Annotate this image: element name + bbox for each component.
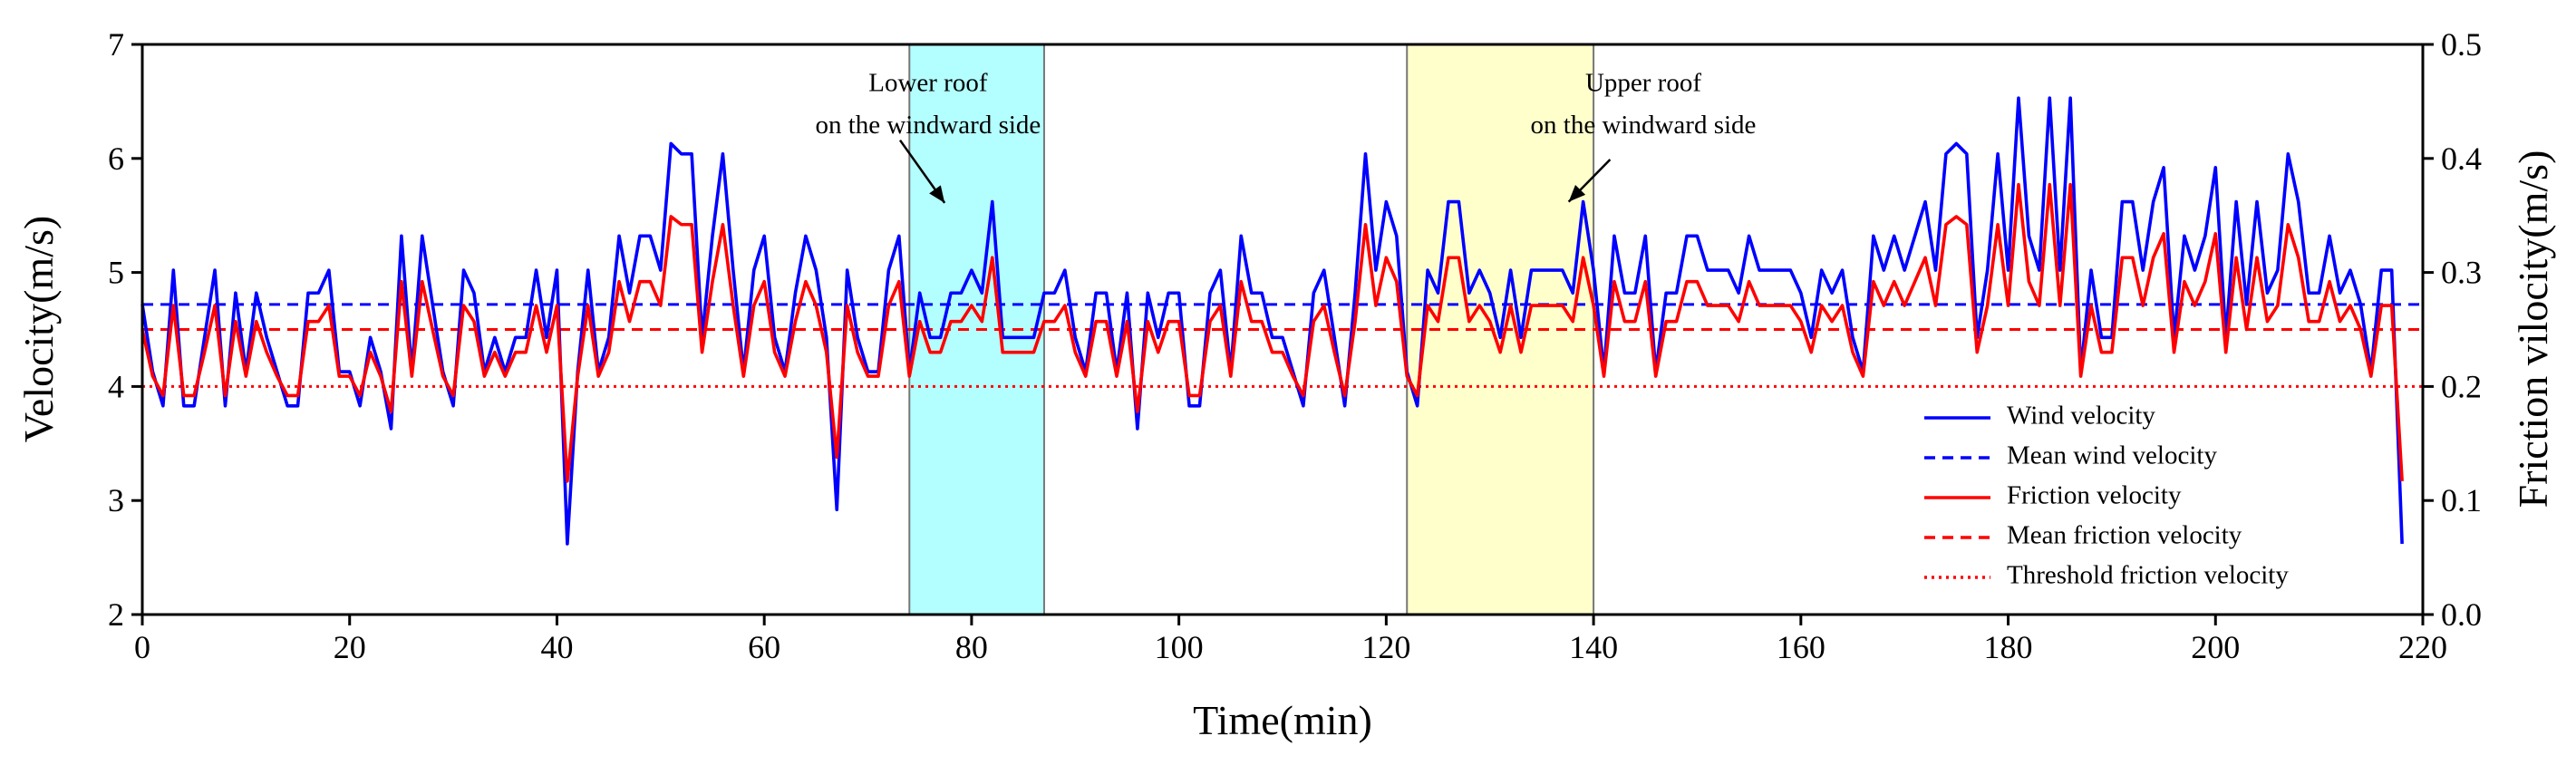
legend-label: Mean friction velocity xyxy=(2007,521,2242,550)
y-tick-label: 2 xyxy=(108,596,124,633)
x-tick-label: 180 xyxy=(1984,629,2033,665)
y-tick-label: 5 xyxy=(108,255,124,291)
x-tick-label: 40 xyxy=(540,629,573,665)
y-tick-label: 7 xyxy=(108,26,124,63)
legend-label: Friction velocity xyxy=(2007,481,2182,510)
x-tick-label: 200 xyxy=(2191,629,2240,665)
y-axis-title: Velocity(m/s) xyxy=(15,216,62,442)
x-tick-label: 120 xyxy=(1361,629,1410,665)
x-tick-label: 100 xyxy=(1155,629,1204,665)
y2-tick-label: 0.1 xyxy=(2441,482,2482,518)
series-line xyxy=(140,182,2404,483)
series-line xyxy=(140,96,2404,546)
y2-axis-title: Friction vilocity(m/s) xyxy=(2510,150,2556,508)
annotation: Lower roof xyxy=(868,69,988,98)
x-axis-title: Time(min) xyxy=(1193,697,1372,743)
arrow-head xyxy=(1568,185,1586,202)
x-tick-label: 80 xyxy=(955,629,988,665)
y-tick-label: 4 xyxy=(108,368,124,404)
y-tick-label: 3 xyxy=(108,482,124,518)
y2-tick-label: 0.0 xyxy=(2441,596,2482,633)
y2-tick-label: 0.5 xyxy=(2441,26,2482,63)
y2-tick-label: 0.4 xyxy=(2441,140,2482,177)
y2-tick-label: 0.3 xyxy=(2441,255,2482,291)
annotation: Upper roof xyxy=(1585,69,1701,98)
annotation: on the windward side xyxy=(815,111,1041,140)
y2-tick-label: 0.2 xyxy=(2441,368,2482,404)
arrow-head xyxy=(929,185,945,203)
legend-label: Mean wind velocity xyxy=(2007,441,2217,470)
x-tick-label: 20 xyxy=(334,629,366,665)
annotation: on the windward side xyxy=(1531,111,1757,140)
plot-frame xyxy=(140,43,2425,616)
x-tick-label: 0 xyxy=(134,629,150,665)
x-tick-label: 160 xyxy=(1777,629,1825,665)
y-tick-label: 6 xyxy=(108,140,124,177)
x-tick-label: 140 xyxy=(1569,629,1618,665)
legend-label: Wind velocity xyxy=(2007,402,2155,431)
x-tick-label: 220 xyxy=(2398,629,2447,665)
legend-label: Threshold friction velocity xyxy=(2007,561,2289,590)
x-tick-label: 60 xyxy=(748,629,780,665)
